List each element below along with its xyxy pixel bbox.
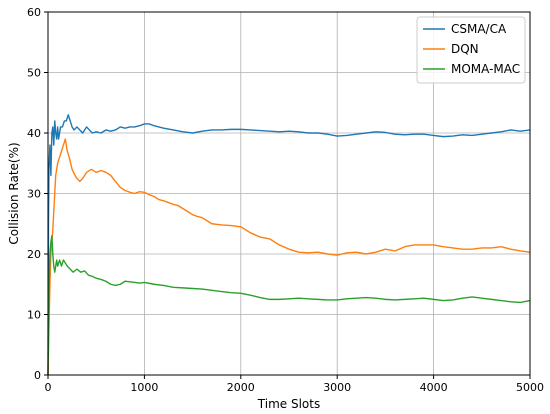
x-tick-label: 1000 [130, 381, 158, 394]
legend-box [416, 16, 526, 84]
series-line-dqn [47, 138, 531, 376]
y-tick-label: 10 [27, 309, 41, 322]
y-tick-label: 40 [27, 127, 41, 140]
series-line-csma-ca [47, 114, 531, 376]
x-axis-label: Time Slots [257, 397, 320, 411]
series-line-moma-mac [47, 235, 531, 376]
x-tick-label: 5000 [516, 381, 544, 394]
x-tick-label: 3000 [323, 381, 351, 394]
y-tick-label: 50 [27, 67, 41, 80]
legend-label: MOMA-MAC [451, 62, 520, 76]
ticks: 0 1000 2000 3000 4000 5000 0 10 20 30 40 50 60 [27, 6, 544, 394]
legend-label: CSMA/CA [451, 22, 507, 36]
legend: CSMA/CA DQN MOMA-MAC [416, 16, 526, 84]
legend-label: DQN [451, 42, 479, 56]
x-tick-label: 4000 [420, 381, 448, 394]
y-tick-label: 20 [27, 248, 41, 261]
y-axis-label: Collision Rate(%) [7, 142, 21, 244]
y-tick-label: 0 [34, 369, 41, 382]
y-tick-label: 60 [27, 6, 41, 19]
x-tick-label: 2000 [227, 381, 255, 394]
y-tick-label: 30 [27, 188, 41, 201]
series-layer [47, 114, 531, 376]
x-tick-label: 0 [45, 381, 52, 394]
